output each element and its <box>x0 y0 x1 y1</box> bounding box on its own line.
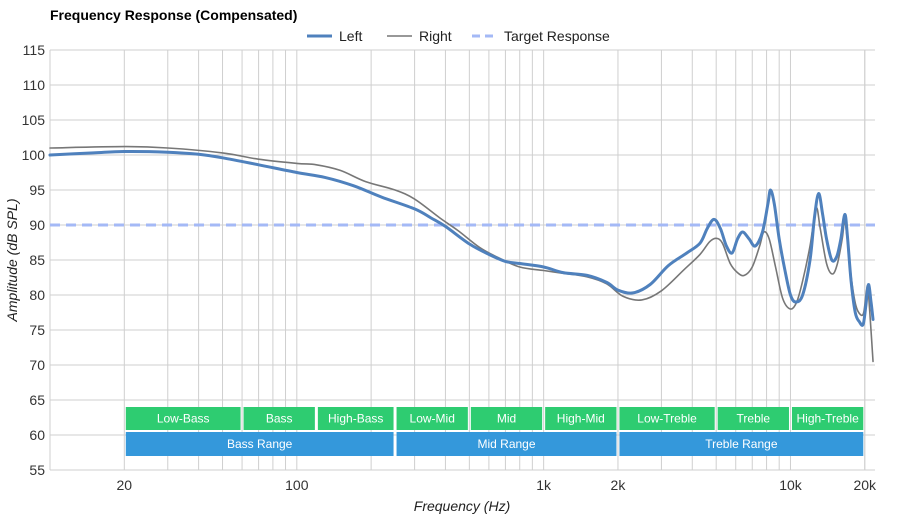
sub-band <box>791 407 864 430</box>
sub-band <box>396 407 468 430</box>
chart-title: Frequency Response (Compensated) <box>50 7 297 23</box>
sub-band <box>619 407 715 430</box>
range-band-label: Treble Range <box>705 437 778 451</box>
series-lines <box>48 145 875 363</box>
sub-band <box>717 407 789 430</box>
x-tick-label: 100 <box>285 477 309 493</box>
y-tick-label: 100 <box>22 147 46 163</box>
x-tick-label: 1k <box>536 477 552 493</box>
x-axis-ticks: 20 100 1k 2k 10k 20k <box>117 477 878 493</box>
range-band-label: Mid Range <box>477 437 535 451</box>
sub-band-label: Low-Bass <box>157 412 210 426</box>
range-band <box>619 432 864 456</box>
x-tick-label: 10k <box>779 477 803 493</box>
y-tick-label: 80 <box>29 287 45 303</box>
y-tick-label: 55 <box>29 462 45 478</box>
sub-band-label: Bass <box>266 412 293 426</box>
sub-band-label: High-Mid <box>557 412 605 426</box>
sub-band-label: Treble <box>737 412 771 426</box>
series-line-right <box>49 145 874 363</box>
sub-band-label: Mid <box>497 412 516 426</box>
y-tick-label: 90 <box>29 217 45 233</box>
legend: Left Right Target Response <box>307 28 610 44</box>
range-band <box>396 432 617 456</box>
x-tick-label: 2k <box>611 477 627 493</box>
sub-band <box>125 407 241 430</box>
sub-band-label: Low-Treble <box>637 412 697 426</box>
legend-label-target-response: Target Response <box>504 28 610 44</box>
x-axis-label: Frequency (Hz) <box>414 498 510 514</box>
grid-lines <box>49 49 875 471</box>
y-tick-label: 110 <box>23 77 46 93</box>
y-tick-label: 85 <box>29 252 45 268</box>
frequency-bands: Low-Bass Bass High-Bass Low-Mid Mid High-Mid L… <box>125 407 864 456</box>
y-tick-label: 75 <box>29 322 45 338</box>
sub-band <box>470 407 543 430</box>
sub-band <box>317 407 394 430</box>
y-tick-label: 115 <box>23 42 46 58</box>
sub-band-label: Low-Mid <box>410 412 455 426</box>
x-tick-label: 20 <box>117 477 133 493</box>
range-band-label: Bass Range <box>227 437 293 451</box>
series-line-left <box>48 149 875 327</box>
sub-band <box>243 407 315 430</box>
y-tick-label: 70 <box>29 357 45 373</box>
y-tick-label: 105 <box>22 112 46 128</box>
y-tick-label: 95 <box>29 182 45 198</box>
y-axis-label: Amplitude (dB SPL) <box>4 199 20 323</box>
legend-label-right: Right <box>419 28 452 44</box>
y-tick-label: 65 <box>29 392 45 408</box>
x-tick-label: 20k <box>853 477 877 493</box>
y-axis-ticks: 55 60 65 70 75 80 85 90 95 100 105 110 115 <box>22 42 46 478</box>
sub-band-label: High-Treble <box>797 412 860 426</box>
legend-label-left: Left <box>339 28 362 44</box>
range-band <box>125 432 394 456</box>
sub-band <box>545 407 617 430</box>
sub-band-label: High-Bass <box>328 412 383 426</box>
y-tick-label: 60 <box>29 427 45 443</box>
